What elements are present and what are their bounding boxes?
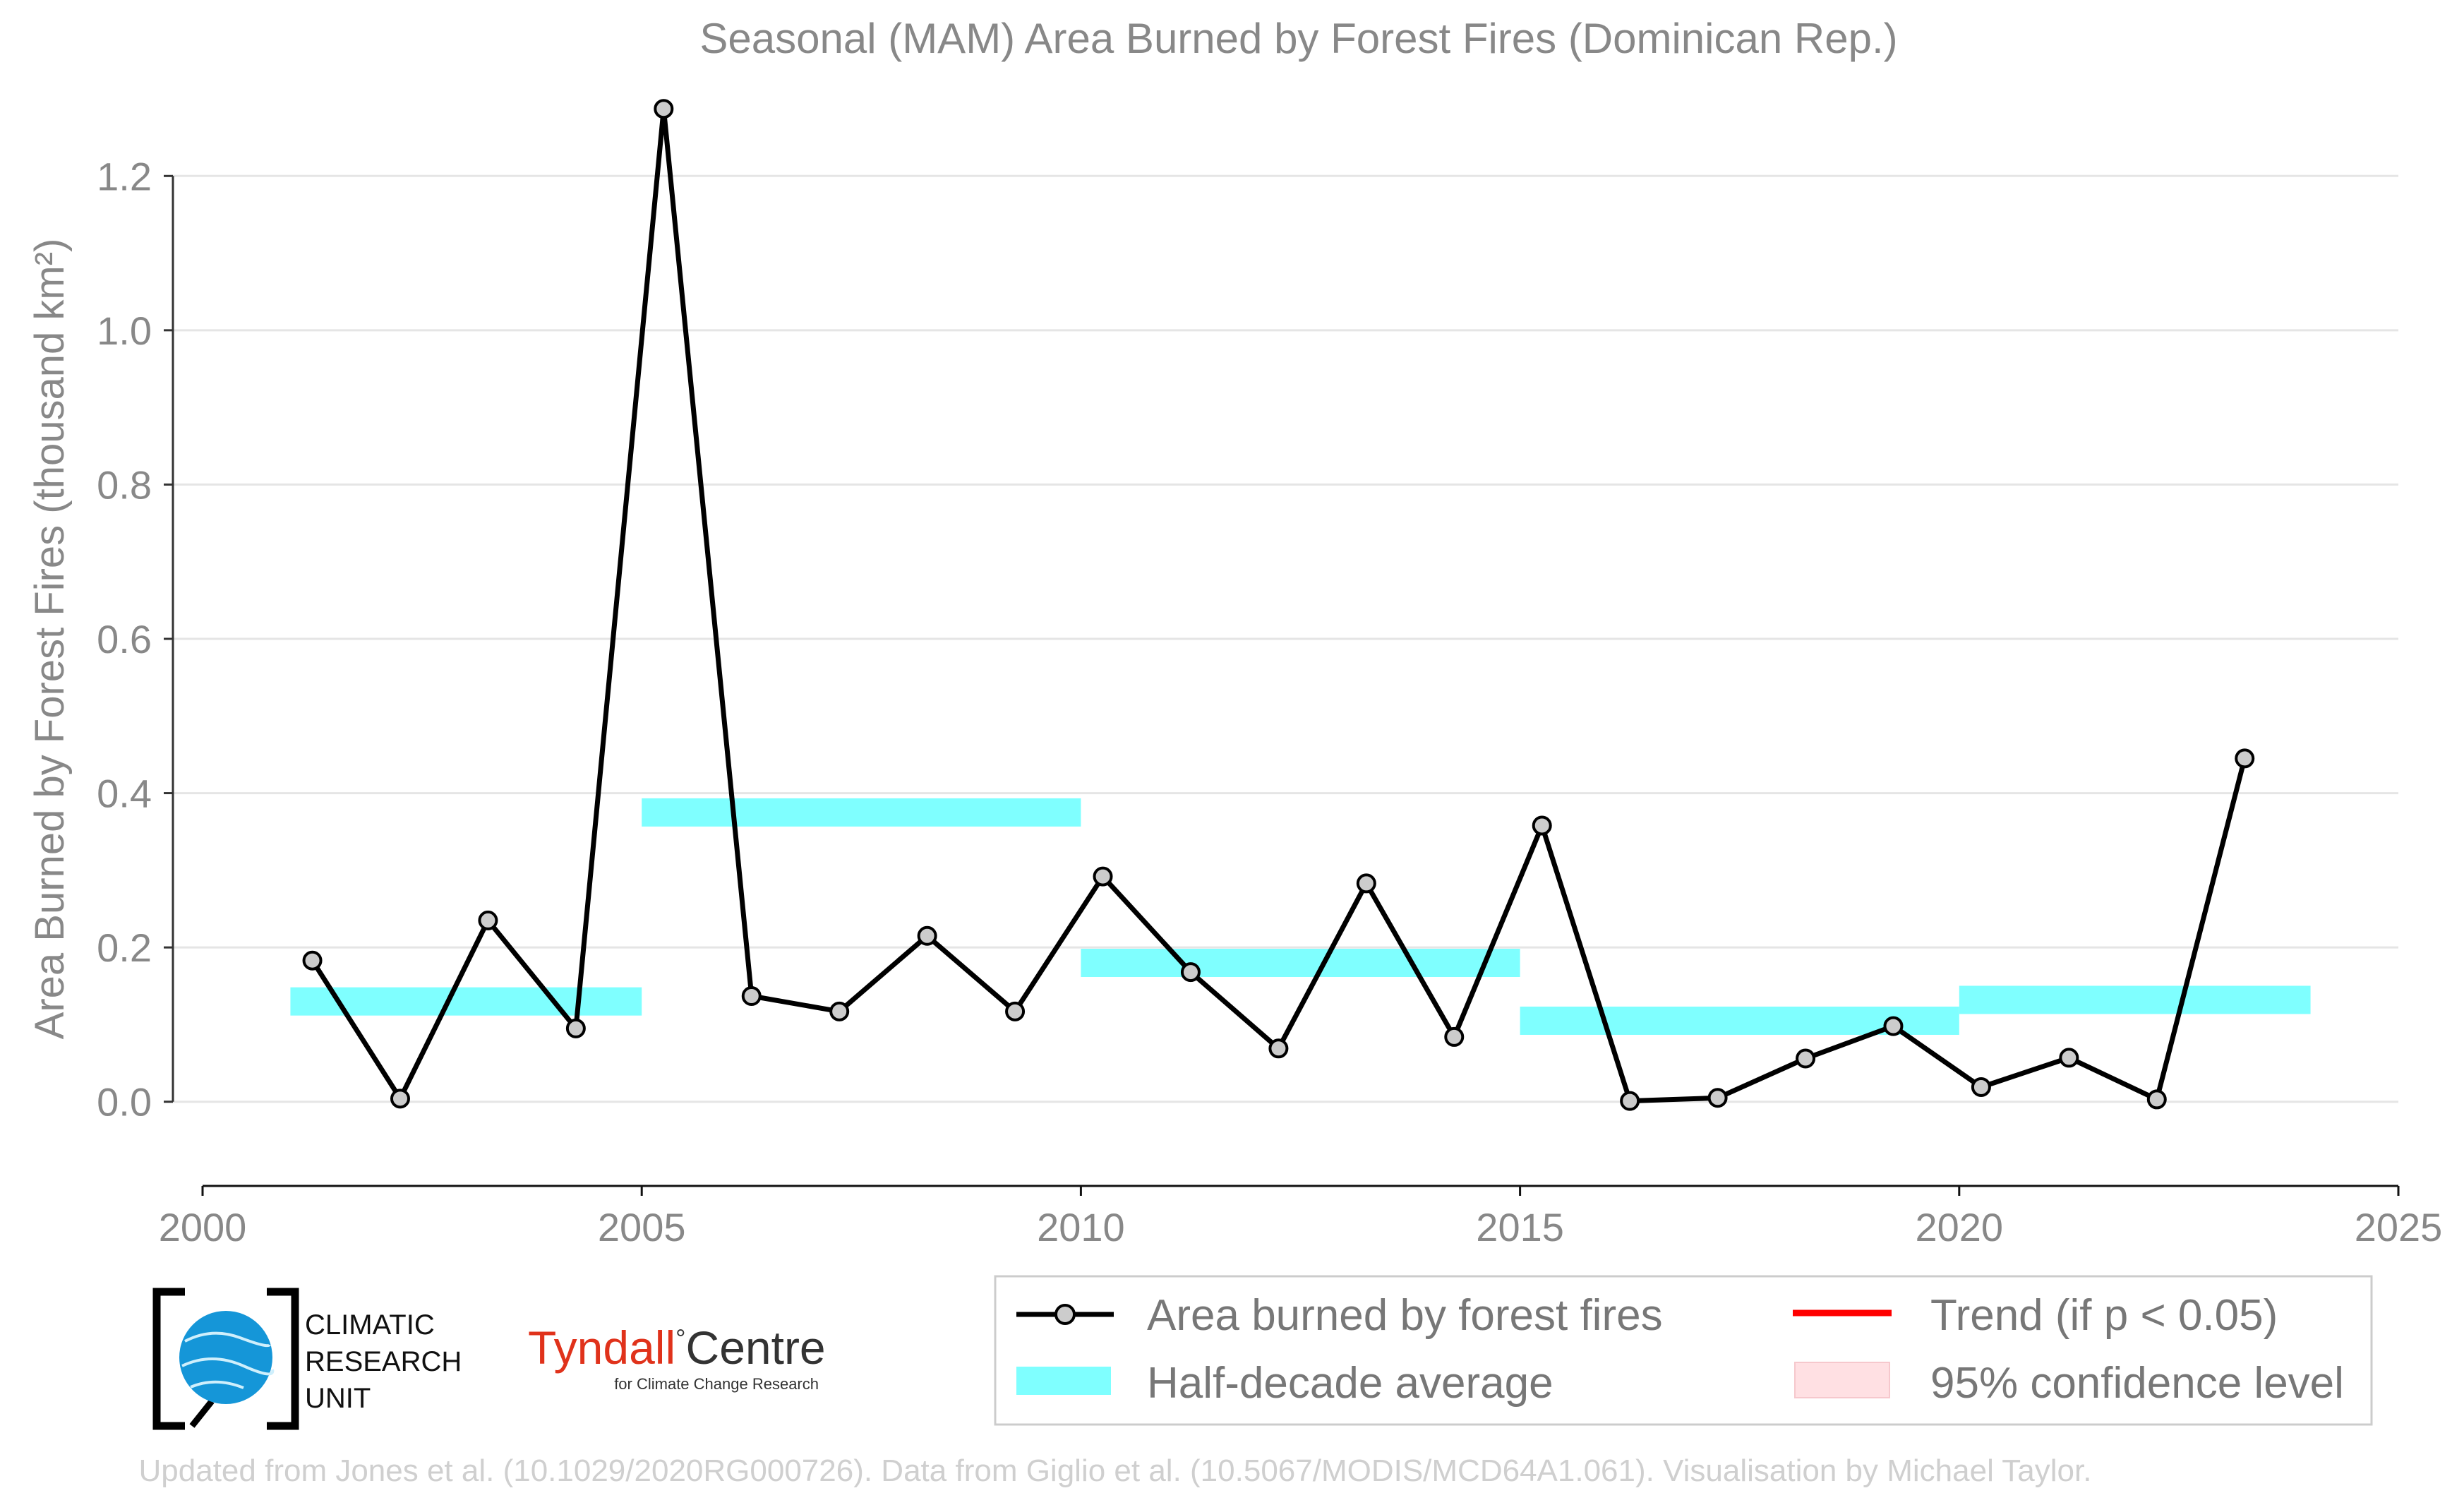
half-decade-average-bar — [642, 798, 1081, 827]
data-point — [1005, 1001, 1026, 1021]
data-point — [2059, 1048, 2079, 1068]
y-tick-label: 0.8 — [97, 462, 152, 507]
data-point — [478, 910, 498, 930]
x-tick-label: 2000 — [159, 1205, 247, 1249]
chart-title: Seasonal (MAM) Area Burned by Forest Fir… — [699, 15, 1897, 62]
legend-label-trend: Trend (if p < 0.05) — [1930, 1291, 2278, 1340]
cru-logo-line-1: CLIMATIC — [305, 1309, 435, 1341]
data-point — [654, 99, 674, 119]
half-decade-average-bar — [290, 987, 642, 1016]
y-tick-label: 1.0 — [97, 308, 152, 353]
data-point — [2146, 1089, 2167, 1110]
tyndall-logo-name: Tyndall°Centre — [528, 1321, 826, 1374]
cru-logo: CLIMATIC RESEARCH UNIT — [152, 1288, 462, 1430]
globe-contour-3 — [190, 1380, 244, 1389]
y-tick-label: 0.2 — [97, 925, 152, 970]
data-point — [917, 925, 937, 946]
data-point — [1356, 873, 1376, 894]
legend: Area burned by forest fires Trend (if p … — [994, 1275, 2373, 1426]
tyndall-logo-tagline: for Climate Change Research — [614, 1375, 819, 1393]
cru-logo-line-2: RESEARCH — [305, 1346, 462, 1377]
data-point — [2235, 748, 2255, 769]
data-point — [1093, 866, 1113, 887]
data-point — [1707, 1088, 1728, 1108]
legend-confidence-swatch — [1794, 1362, 1890, 1398]
x-tick-label: 2025 — [2355, 1205, 2443, 1249]
globe-contour-1 — [184, 1331, 271, 1348]
legend-item-confidence: 95% confidence level — [1794, 1359, 2344, 1408]
data-point — [1971, 1077, 1991, 1097]
legend-label-area-burned: Area burned by forest fires — [1147, 1291, 1663, 1340]
grid-lines — [172, 174, 2398, 1103]
x-tick-label: 2020 — [1916, 1205, 2004, 1249]
legend-label-half-decade: Half-decade average — [1147, 1359, 1553, 1408]
cru-logo-slash — [189, 1399, 215, 1428]
half-decade-average-bar — [1959, 985, 2311, 1014]
legend-half-decade-swatch — [1016, 1367, 1111, 1395]
globe-contour-2 — [181, 1357, 275, 1376]
half-decade-average-bars — [290, 798, 2311, 1035]
cru-logo-bracket-left — [152, 1288, 185, 1430]
data-point — [1268, 1038, 1289, 1059]
legend-marker-swatch — [1054, 1304, 1076, 1325]
globe-icon — [179, 1311, 272, 1404]
data-point — [1180, 962, 1201, 983]
half-decade-average-bar — [1081, 949, 1520, 977]
data-point — [741, 985, 762, 1006]
x-tick-label: 2015 — [1476, 1205, 1564, 1249]
y-tick-label: 0.4 — [97, 772, 152, 816]
cru-logo-line-3: UNIT — [305, 1383, 371, 1414]
y-tick-label: 0.6 — [97, 617, 152, 661]
credit-text: Updated from Jones et al. (10.1029/2020R… — [139, 1453, 2092, 1488]
data-point — [1883, 1016, 1904, 1036]
y-tick-label: 1.2 — [97, 154, 152, 198]
x-tick-label: 2010 — [1037, 1205, 1125, 1249]
x-tick-label: 2005 — [598, 1205, 686, 1249]
tyndall-logo: Tyndall°Centre for Climate Change Resear… — [528, 1321, 826, 1393]
legend-item-trend: Trend (if p < 0.05) — [1793, 1291, 2278, 1340]
data-point — [1796, 1048, 1816, 1069]
data-point — [390, 1089, 410, 1109]
legend-label-confidence: 95% confidence level — [1930, 1359, 2344, 1408]
y-tick-label: 0.0 — [97, 1080, 152, 1125]
data-point — [1532, 815, 1552, 836]
data-point — [1444, 1026, 1465, 1047]
data-point — [1620, 1091, 1640, 1111]
legend-item-half-decade: Half-decade average — [1016, 1359, 1553, 1408]
data-point — [565, 1018, 586, 1038]
legend-box — [994, 1275, 2373, 1426]
data-point — [829, 1001, 850, 1021]
cru-logo-bracket-right — [267, 1288, 299, 1430]
y-axis-label: Area Burned by Forest Fires (thousand km… — [27, 239, 73, 1040]
series-area-burned — [302, 99, 2255, 1111]
axes: 0.0 0.2 0.4 0.6 0.8 1.0 1.2 2000 2005 2010 2015 202… — [97, 154, 2442, 1249]
data-point — [302, 950, 323, 971]
legend-item-area-burned: Area burned by forest fires — [1016, 1291, 1663, 1340]
